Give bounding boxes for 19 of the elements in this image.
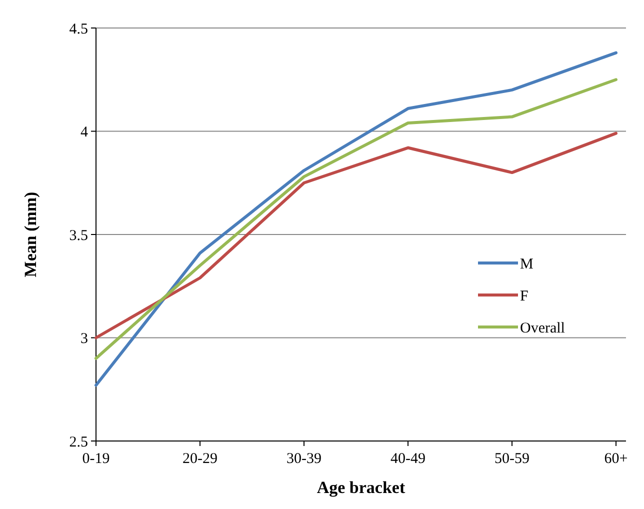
y-tick-label: 3	[80, 331, 88, 347]
x-tick-label: 20-29	[182, 451, 218, 467]
line-series	[94, 132, 618, 340]
y-axis-title: Mean (mm)	[21, 192, 40, 278]
line-series	[94, 78, 618, 360]
x-tick-label: 0-19	[82, 451, 110, 467]
x-tick-label: 30-39	[286, 451, 322, 467]
x-tick-label: 50-59	[494, 451, 530, 467]
legend-label: Overall	[520, 320, 565, 336]
y-tick-label: 2.5	[69, 434, 88, 450]
x-tick-label: 60+	[604, 451, 628, 467]
legend-label: F	[520, 288, 528, 304]
y-tick-label: 4.5	[69, 21, 88, 38]
x-tick-label: 40-49	[390, 451, 426, 467]
line-series	[94, 51, 618, 387]
y-tick-label: 3.5	[69, 228, 88, 244]
y-tick-label: 4	[80, 124, 88, 140]
legend-label: M	[520, 256, 534, 272]
x-axis-title: Age bracket	[316, 478, 406, 497]
